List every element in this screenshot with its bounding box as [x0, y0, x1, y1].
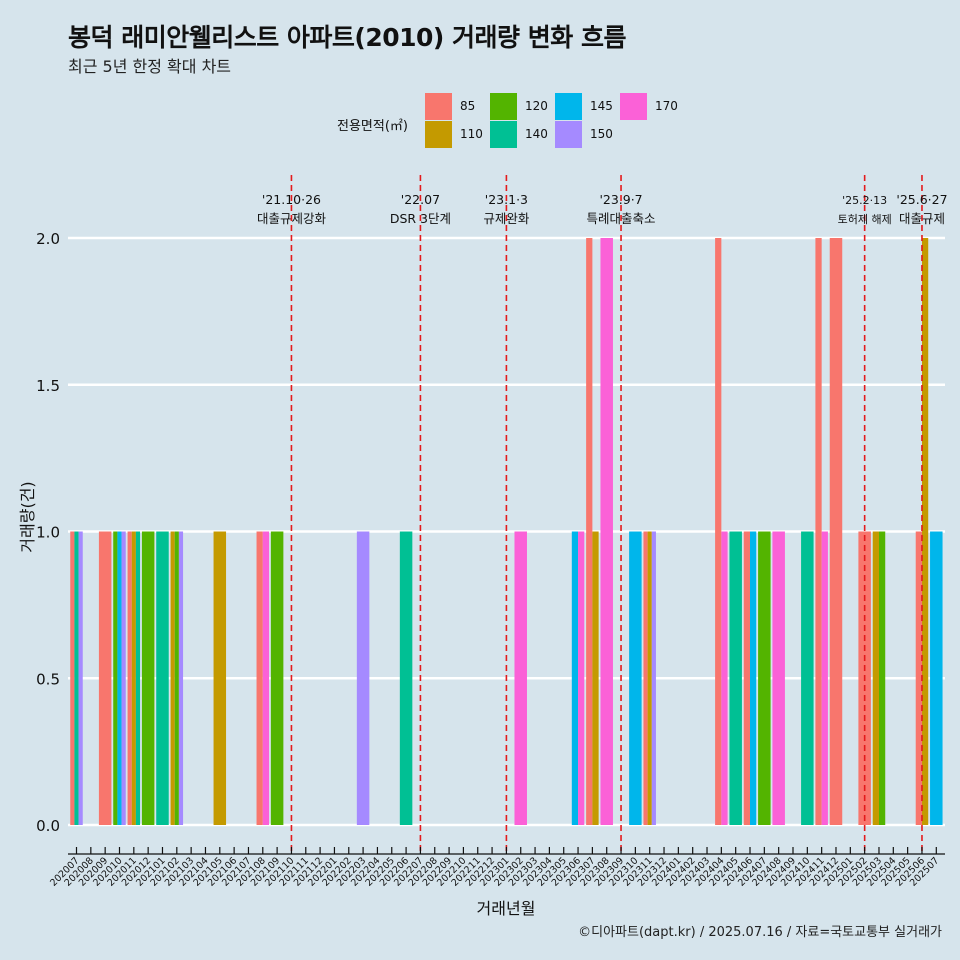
- bar-202311-150: [651, 531, 656, 825]
- bar-202105-110: [213, 531, 227, 825]
- event-date-label: '21.10·26: [262, 192, 321, 207]
- bar-202102-110: [170, 531, 175, 825]
- bar-202102-150: [178, 531, 184, 825]
- event-label: 대출규제강화: [257, 211, 327, 226]
- legend-label: 150: [590, 127, 613, 141]
- bar-202406-145: [750, 531, 757, 825]
- bar-202407-120: [758, 531, 771, 825]
- bar-202011-110: [131, 531, 136, 825]
- bar-202009-85: [98, 531, 112, 825]
- bar-202507-145: [930, 531, 943, 825]
- legend-item-140: 140: [490, 120, 548, 148]
- bar-202307-85: [586, 238, 593, 825]
- y-tick-label: 0.5: [36, 670, 60, 688]
- event-markers: '21.10·26 대출규제강화 '22.07 DSR 3단계 '23.1·3 규제완화 '…: [257, 175, 948, 852]
- bar-202102-120: [174, 531, 179, 825]
- bars: [70, 238, 943, 825]
- legend-label: 110: [460, 127, 483, 141]
- bar-202010-120: [113, 531, 118, 825]
- y-tick-label: 1.0: [36, 524, 60, 542]
- bar-202010-150: [121, 531, 126, 825]
- event-date-label: '22.07: [401, 192, 440, 207]
- bar-202311-110: [647, 531, 652, 825]
- legend-item-110: 110: [425, 120, 483, 148]
- legend-title: 전용면적(㎡): [337, 119, 408, 134]
- event-label: 대출규제: [899, 211, 945, 226]
- legend-key: [555, 120, 582, 148]
- legend-key: [490, 120, 517, 148]
- bar-202007-150: [78, 531, 83, 825]
- bar-202503-110: [872, 531, 879, 825]
- legend-label: 85: [460, 99, 476, 113]
- chart-subtitle: 최근 5년 한정 확대 차트: [68, 57, 232, 76]
- bar-202404-85: [715, 238, 722, 825]
- chart-title: 봉덕 래미안웰리스트 아파트(2010) 거래량 변화 흐름: [68, 23, 626, 52]
- bar-202007-85: [70, 531, 75, 825]
- event-label: 토허제 해제: [838, 212, 892, 226]
- legend-label: 140: [525, 127, 548, 141]
- bar-202011-85: [127, 531, 132, 825]
- legend-label: 145: [590, 99, 613, 113]
- legend-label: 170: [655, 99, 678, 113]
- bar-202206-140: [399, 531, 413, 825]
- bar-202411-170: [821, 531, 828, 825]
- bar-202404-170: [721, 531, 728, 825]
- bar-202311-85: [643, 531, 648, 825]
- y-axis-title: 거래량(건): [18, 481, 37, 552]
- legend-key: [490, 92, 517, 120]
- source-caption: ©디아파트(dapt.kr) / 2025.07.16 / 자료=국토교통부 실…: [578, 925, 942, 940]
- bar-202306-145: [571, 531, 579, 825]
- event-label: DSR 3단계: [390, 211, 451, 226]
- y-tick-label: 2.0: [36, 230, 60, 248]
- bar-202411-85: [815, 238, 822, 825]
- bar-202310-145: [629, 531, 642, 825]
- bar-202405-140: [729, 531, 742, 825]
- legend-item-120: 120: [490, 92, 548, 120]
- bar-202410-140: [801, 531, 814, 825]
- bar-202108-170: [262, 531, 270, 825]
- bar-202109-120: [270, 531, 284, 825]
- legend-label: 120: [525, 99, 548, 113]
- bar-202506-110: [921, 238, 929, 825]
- legend-key: [555, 92, 582, 120]
- event-date-label: '23.9·7: [599, 192, 642, 207]
- bar-202408-170: [772, 531, 785, 825]
- x-axis-title: 거래년월: [477, 899, 536, 918]
- legend-item-85: 85: [425, 92, 476, 120]
- legend-item-170: 170: [620, 92, 678, 120]
- bar-202011-140: [135, 531, 141, 825]
- event-date-label: '25.6·27: [896, 192, 947, 207]
- event-date-label: '23.1·3: [485, 192, 528, 207]
- y-tick-label: 0.0: [36, 817, 60, 835]
- bar-202307-110: [592, 531, 599, 825]
- legend-key: [425, 120, 452, 148]
- bar-202306-170: [578, 531, 585, 825]
- legend-item-150: 150: [555, 120, 613, 148]
- bar-202406-85: [743, 531, 751, 825]
- bar-202308-170: [600, 238, 613, 825]
- legend-key: [425, 92, 452, 120]
- event-label: 규제완화: [483, 211, 530, 226]
- bar-202101-140: [156, 531, 169, 825]
- bar-202503-120: [878, 531, 886, 825]
- bar-202203-150: [356, 531, 370, 825]
- event-label: 특례대출축소: [587, 211, 656, 226]
- bar-202506-85: [915, 531, 922, 825]
- bar-202007-140: [74, 531, 79, 825]
- bar-202412-85: [829, 238, 843, 825]
- legend-key: [620, 92, 647, 120]
- bar-202108-85: [256, 531, 263, 825]
- event-date-label: '25.2·13: [842, 194, 887, 207]
- bar-202302-170: [514, 531, 527, 825]
- bar-202012-120: [141, 531, 155, 825]
- legend-item-145: 145: [555, 92, 613, 120]
- bar-202010-145: [117, 531, 122, 825]
- y-tick-label: 1.5: [36, 377, 60, 395]
